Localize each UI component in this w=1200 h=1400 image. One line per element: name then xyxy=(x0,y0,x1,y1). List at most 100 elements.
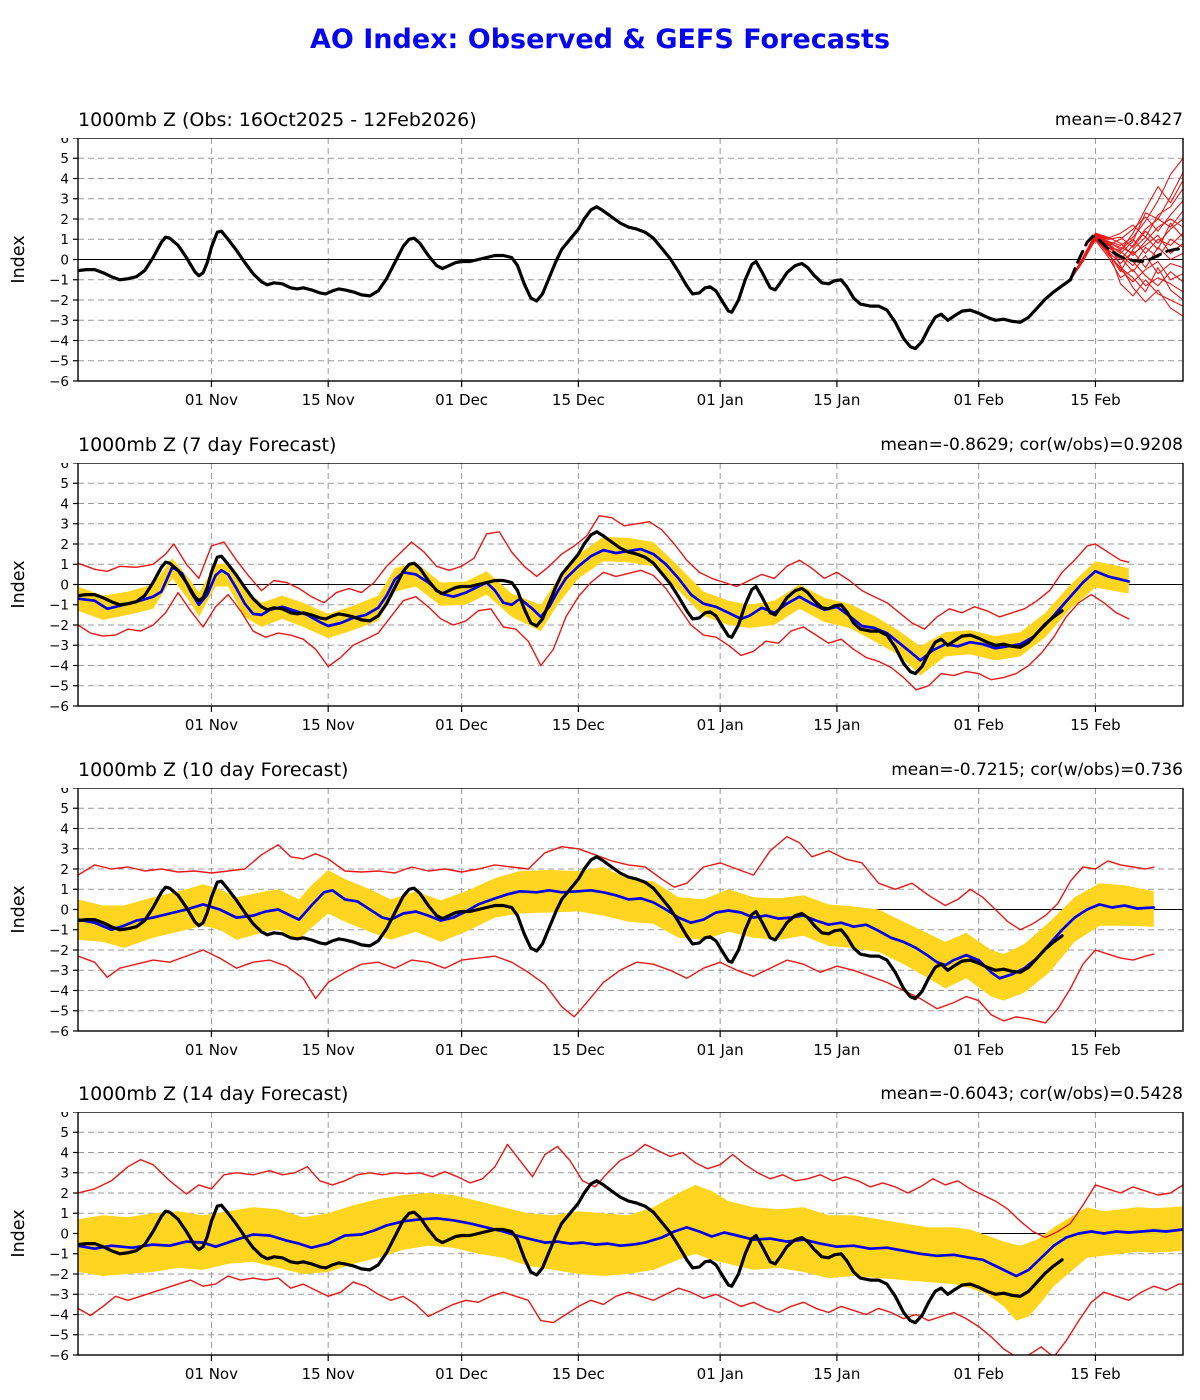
x-tick-label: 01 Jan xyxy=(697,1365,744,1383)
chart-panel-7day: 6 5 4 3 2 1 0 −1 −2 −3 −4 −5 −6 01 Nov 15 Nov 01 Dec 15 … xyxy=(9,463,1184,734)
y-axis-label: Index xyxy=(9,1209,29,1257)
x-axis-ticks: 01 Nov 15 Nov 01 Dec 15 Dec 01 Jan 15 Jan 01 F… xyxy=(185,706,1121,734)
y-axis-label: Index xyxy=(9,235,29,283)
series-f7 xyxy=(78,515,1131,691)
y-tick-label: −2 xyxy=(49,293,69,309)
envelope-max-line xyxy=(78,1143,1183,1239)
envelope-min-line xyxy=(78,1275,1183,1355)
y-tick-label: 6 xyxy=(60,1112,69,1121)
panel-title-14day: 1000mb Z (14 day Forecast) xyxy=(78,1083,349,1105)
panel-title-10day: 1000mb Z (10 day Forecast) xyxy=(78,759,349,781)
y-tick-label: −1 xyxy=(49,273,69,289)
x-tick-label: 15 Jan xyxy=(813,1041,860,1059)
y-tick-label: −3 xyxy=(49,963,69,979)
panel-header-14day: 1000mb Z (14 day Forecast) mean=-0.6043;… xyxy=(0,1080,1200,1108)
x-tick-label: 01 Nov xyxy=(185,1041,238,1059)
y-tick-label: −4 xyxy=(49,658,69,674)
series-f14 xyxy=(78,1143,1183,1355)
x-tick-label: 01 Jan xyxy=(697,716,744,734)
y-tick-label: 5 xyxy=(60,151,69,167)
forecast-mean-line xyxy=(78,1216,1183,1278)
x-tick-label: 15 Jan xyxy=(813,391,860,409)
x-tick-label: 01 Nov xyxy=(185,716,238,734)
x-tick-label: 15 Feb xyxy=(1070,1041,1120,1059)
y-tick-label: −3 xyxy=(49,313,69,329)
x-tick-label: 01 Jan xyxy=(697,1041,744,1059)
x-tick-label: 01 Dec xyxy=(435,716,488,734)
y-axis-label: Index xyxy=(9,560,29,608)
y-tick-label: −6 xyxy=(49,1024,69,1040)
y-tick-label: 4 xyxy=(60,821,69,837)
x-tick-label: 15 Dec xyxy=(552,1365,605,1383)
forecast-mean-line xyxy=(78,888,1156,980)
y-tick-label: 2 xyxy=(60,212,69,228)
panel-stats-7day: mean=-0.8629; cor(w/obs)=0.9208 xyxy=(880,435,1183,455)
x-axis-ticks: 01 Nov 15 Nov 01 Dec 15 Dec 01 Jan 15 Jan 01 F… xyxy=(185,1355,1121,1383)
y-tick-label: −6 xyxy=(49,1348,69,1364)
y-tick-label: 6 xyxy=(60,138,69,147)
y-tick-label: 4 xyxy=(60,1145,69,1161)
chart-panel-14day: 6 5 4 3 2 1 0 −1 −2 −3 −4 −5 −6 01 Nov 15 Nov 01 Dec 15 … xyxy=(9,1112,1184,1383)
y-tick-label: −6 xyxy=(49,699,69,715)
series-obs xyxy=(78,157,1183,351)
y-tick-label: −1 xyxy=(49,598,69,614)
x-tick-label: 15 Dec xyxy=(552,391,605,409)
panel-title-obs: 1000mb Z (Obs: 16Oct2025 - 12Feb2026) xyxy=(78,109,477,131)
y-tick-label: −2 xyxy=(49,943,69,959)
x-tick-label: 01 Feb xyxy=(953,1041,1003,1059)
y-tick-label: −2 xyxy=(49,618,69,634)
y-tick-label: 3 xyxy=(60,192,69,208)
envelope-min-line xyxy=(78,569,1130,691)
x-tick-label: 15 Nov xyxy=(302,1365,355,1383)
y-tick-label: −4 xyxy=(49,983,69,999)
observed-line xyxy=(78,1179,1064,1325)
x-tick-label: 01 Nov xyxy=(185,1365,238,1383)
x-tick-label: 01 Nov xyxy=(185,391,238,409)
panel-header-10day: 1000mb Z (10 day Forecast) mean=-0.7215;… xyxy=(0,756,1200,784)
y-tick-label: 2 xyxy=(60,1186,69,1202)
x-tick-label: 15 Nov xyxy=(302,1041,355,1059)
ensemble-member-line xyxy=(1069,235,1183,301)
ensemble-mean-dashed-line xyxy=(1068,234,1183,282)
x-tick-label: 15 Nov xyxy=(302,716,355,734)
x-tick-label: 01 Dec xyxy=(435,1365,488,1383)
y-tick-label: −1 xyxy=(49,1247,69,1263)
y-tick-label: 6 xyxy=(60,463,69,472)
ensemble-spread-band xyxy=(78,1184,1183,1321)
envelope-max-line xyxy=(78,515,1130,630)
y-tick-label: 0 xyxy=(60,1226,69,1242)
y-tick-label: 3 xyxy=(60,842,69,858)
observed-line xyxy=(78,530,1064,676)
panel-stats-10day: mean=-0.7215; cor(w/obs)=0.736 xyxy=(891,760,1183,780)
y-axis-ticks: 6 5 4 3 2 1 0 −1 −2 −3 −4 −5 −6 xyxy=(49,138,78,390)
x-tick-label: 01 Dec xyxy=(435,1041,488,1059)
y-tick-label: 4 xyxy=(60,171,69,187)
series-f10 xyxy=(78,835,1156,1024)
y-tick-label: 1 xyxy=(60,882,69,898)
y-axis-ticks: 6 5 4 3 2 1 0 −1 −2 −3 −4 −5 −6 xyxy=(49,1112,78,1364)
page-title: AO Index: Observed & GEFS Forecasts xyxy=(309,24,891,55)
y-tick-label: 2 xyxy=(60,537,69,553)
x-tick-label: 01 Jan xyxy=(697,391,744,409)
y-tick-label: 5 xyxy=(60,801,69,817)
chart-panel-obs: 6 5 4 3 2 1 0 −1 −2 −3 −4 −5 −6 01 Nov 15 Nov 01 Dec 15 … xyxy=(9,138,1184,409)
y-tick-label: −5 xyxy=(49,679,69,695)
y-tick-label: −2 xyxy=(49,1267,69,1283)
ensemble-spread-band xyxy=(78,867,1154,1001)
y-tick-label: −3 xyxy=(49,638,69,654)
chart-panel-10day: 6 5 4 3 2 1 0 −1 −2 −3 −4 −5 −6 01 Nov 15 Nov 01 Dec 15 … xyxy=(9,788,1184,1059)
forecast-mean-line xyxy=(78,547,1131,662)
y-tick-label: −6 xyxy=(49,374,69,390)
x-tick-label: 01 Feb xyxy=(953,391,1003,409)
y-axis-ticks: 6 5 4 3 2 1 0 −1 −2 −3 −4 −5 −6 xyxy=(49,788,78,1040)
x-tick-label: 15 Nov xyxy=(302,391,355,409)
y-tick-label: −4 xyxy=(49,1307,69,1323)
y-tick-label: 0 xyxy=(60,577,69,593)
x-tick-label: 15 Feb xyxy=(1070,1365,1120,1383)
y-tick-label: −1 xyxy=(49,923,69,939)
y-tick-label: 3 xyxy=(60,1166,69,1182)
x-tick-label: 15 Dec xyxy=(552,716,605,734)
x-tick-label: 15 Jan xyxy=(813,716,860,734)
y-tick-label: 2 xyxy=(60,862,69,878)
